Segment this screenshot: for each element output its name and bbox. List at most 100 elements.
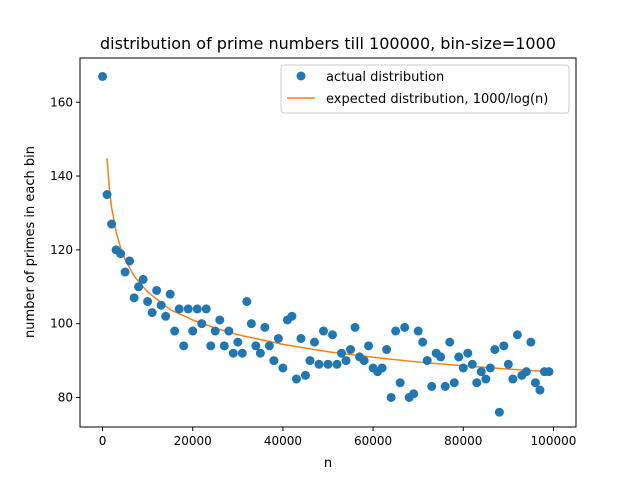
data-point bbox=[485, 363, 495, 373]
data-point bbox=[418, 337, 428, 347]
series-layer bbox=[98, 71, 554, 417]
data-point bbox=[219, 341, 229, 351]
data-point bbox=[490, 345, 500, 355]
data-point bbox=[503, 359, 513, 369]
data-point bbox=[346, 345, 356, 355]
data-point bbox=[436, 352, 446, 362]
expected-distribution-line bbox=[106, 158, 554, 373]
data-point bbox=[255, 348, 265, 358]
data-point bbox=[318, 326, 328, 336]
data-point bbox=[107, 219, 117, 229]
data-point bbox=[183, 304, 193, 314]
data-point bbox=[463, 348, 473, 358]
x-tick-label: 60000 bbox=[354, 434, 392, 448]
data-point bbox=[440, 381, 450, 391]
data-point bbox=[328, 330, 338, 340]
x-axis: 0 20000 40000 60000 80000 100000 bbox=[99, 427, 577, 448]
data-point bbox=[494, 407, 504, 417]
legend-entry-actual: actual distribution bbox=[326, 70, 444, 85]
x-tick-label: 80000 bbox=[444, 434, 482, 448]
data-point bbox=[273, 333, 283, 343]
y-tick-label: 140 bbox=[50, 169, 73, 183]
y-axis-label: number of primes in each bin bbox=[23, 146, 38, 338]
data-point bbox=[300, 370, 310, 380]
data-point bbox=[314, 359, 324, 369]
data-point bbox=[251, 341, 261, 351]
data-point bbox=[391, 326, 401, 336]
data-point bbox=[233, 337, 243, 347]
data-point bbox=[291, 374, 301, 384]
data-point bbox=[454, 352, 464, 362]
y-axis: 80 100 120 140 160 bbox=[50, 95, 80, 404]
data-point bbox=[395, 378, 405, 388]
data-point bbox=[264, 341, 274, 351]
y-tick-label: 80 bbox=[58, 390, 73, 404]
data-point bbox=[134, 282, 144, 292]
data-point bbox=[138, 274, 148, 284]
data-point bbox=[508, 374, 518, 384]
data-point bbox=[165, 289, 175, 299]
y-tick-label: 120 bbox=[50, 243, 73, 257]
data-point bbox=[210, 326, 220, 336]
data-point bbox=[521, 367, 531, 377]
data-point bbox=[174, 304, 184, 314]
data-point bbox=[152, 285, 162, 295]
axes-frame bbox=[79, 57, 577, 428]
data-point bbox=[409, 389, 419, 399]
data-point bbox=[170, 326, 180, 336]
data-point bbox=[472, 378, 482, 388]
data-point bbox=[201, 304, 211, 314]
data-point bbox=[98, 71, 108, 81]
y-tick-label: 160 bbox=[50, 95, 73, 109]
data-point bbox=[116, 249, 126, 259]
data-point bbox=[102, 190, 112, 200]
data-point bbox=[359, 356, 369, 366]
x-tick-label: 100000 bbox=[531, 434, 577, 448]
data-point bbox=[129, 293, 139, 303]
data-point bbox=[377, 363, 387, 373]
x-tick-label: 0 bbox=[99, 434, 107, 448]
data-point bbox=[192, 304, 202, 314]
chart-title: distribution of prime numbers till 10000… bbox=[100, 34, 556, 53]
legend-box bbox=[280, 64, 570, 114]
data-point bbox=[467, 359, 477, 369]
data-point bbox=[364, 341, 374, 351]
legend-scatter-marker bbox=[296, 71, 306, 81]
y-tick-label: 100 bbox=[50, 317, 73, 331]
x-tick-label: 20000 bbox=[174, 434, 212, 448]
data-point bbox=[445, 337, 455, 347]
data-point bbox=[120, 267, 130, 277]
data-point bbox=[323, 359, 333, 369]
data-point bbox=[161, 311, 171, 321]
legend: actual distribution expected distributio… bbox=[280, 64, 570, 114]
data-point bbox=[179, 341, 189, 351]
data-point bbox=[422, 356, 432, 366]
data-point bbox=[400, 322, 410, 332]
data-point bbox=[242, 297, 252, 307]
data-point bbox=[458, 363, 468, 373]
data-point bbox=[147, 308, 157, 318]
legend-entry-expected: expected distribution, 1000/log(n) bbox=[326, 92, 548, 107]
data-point bbox=[296, 333, 306, 343]
x-tick-label: 40000 bbox=[264, 434, 302, 448]
data-point bbox=[269, 356, 279, 366]
data-point bbox=[246, 319, 256, 329]
data-point bbox=[476, 367, 486, 377]
data-point bbox=[382, 345, 392, 355]
data-point bbox=[481, 374, 491, 384]
data-point bbox=[530, 378, 540, 388]
data-point bbox=[499, 341, 509, 351]
x-axis-label: n bbox=[324, 456, 332, 471]
data-point bbox=[337, 348, 347, 358]
data-point bbox=[228, 348, 238, 358]
data-point bbox=[350, 322, 360, 332]
data-point bbox=[544, 367, 554, 377]
data-point bbox=[224, 326, 234, 336]
data-point bbox=[535, 385, 545, 395]
data-point bbox=[512, 330, 522, 340]
data-point bbox=[197, 319, 207, 329]
data-point bbox=[309, 337, 319, 347]
data-point bbox=[237, 348, 247, 358]
data-point bbox=[143, 297, 153, 307]
data-point bbox=[260, 322, 270, 332]
